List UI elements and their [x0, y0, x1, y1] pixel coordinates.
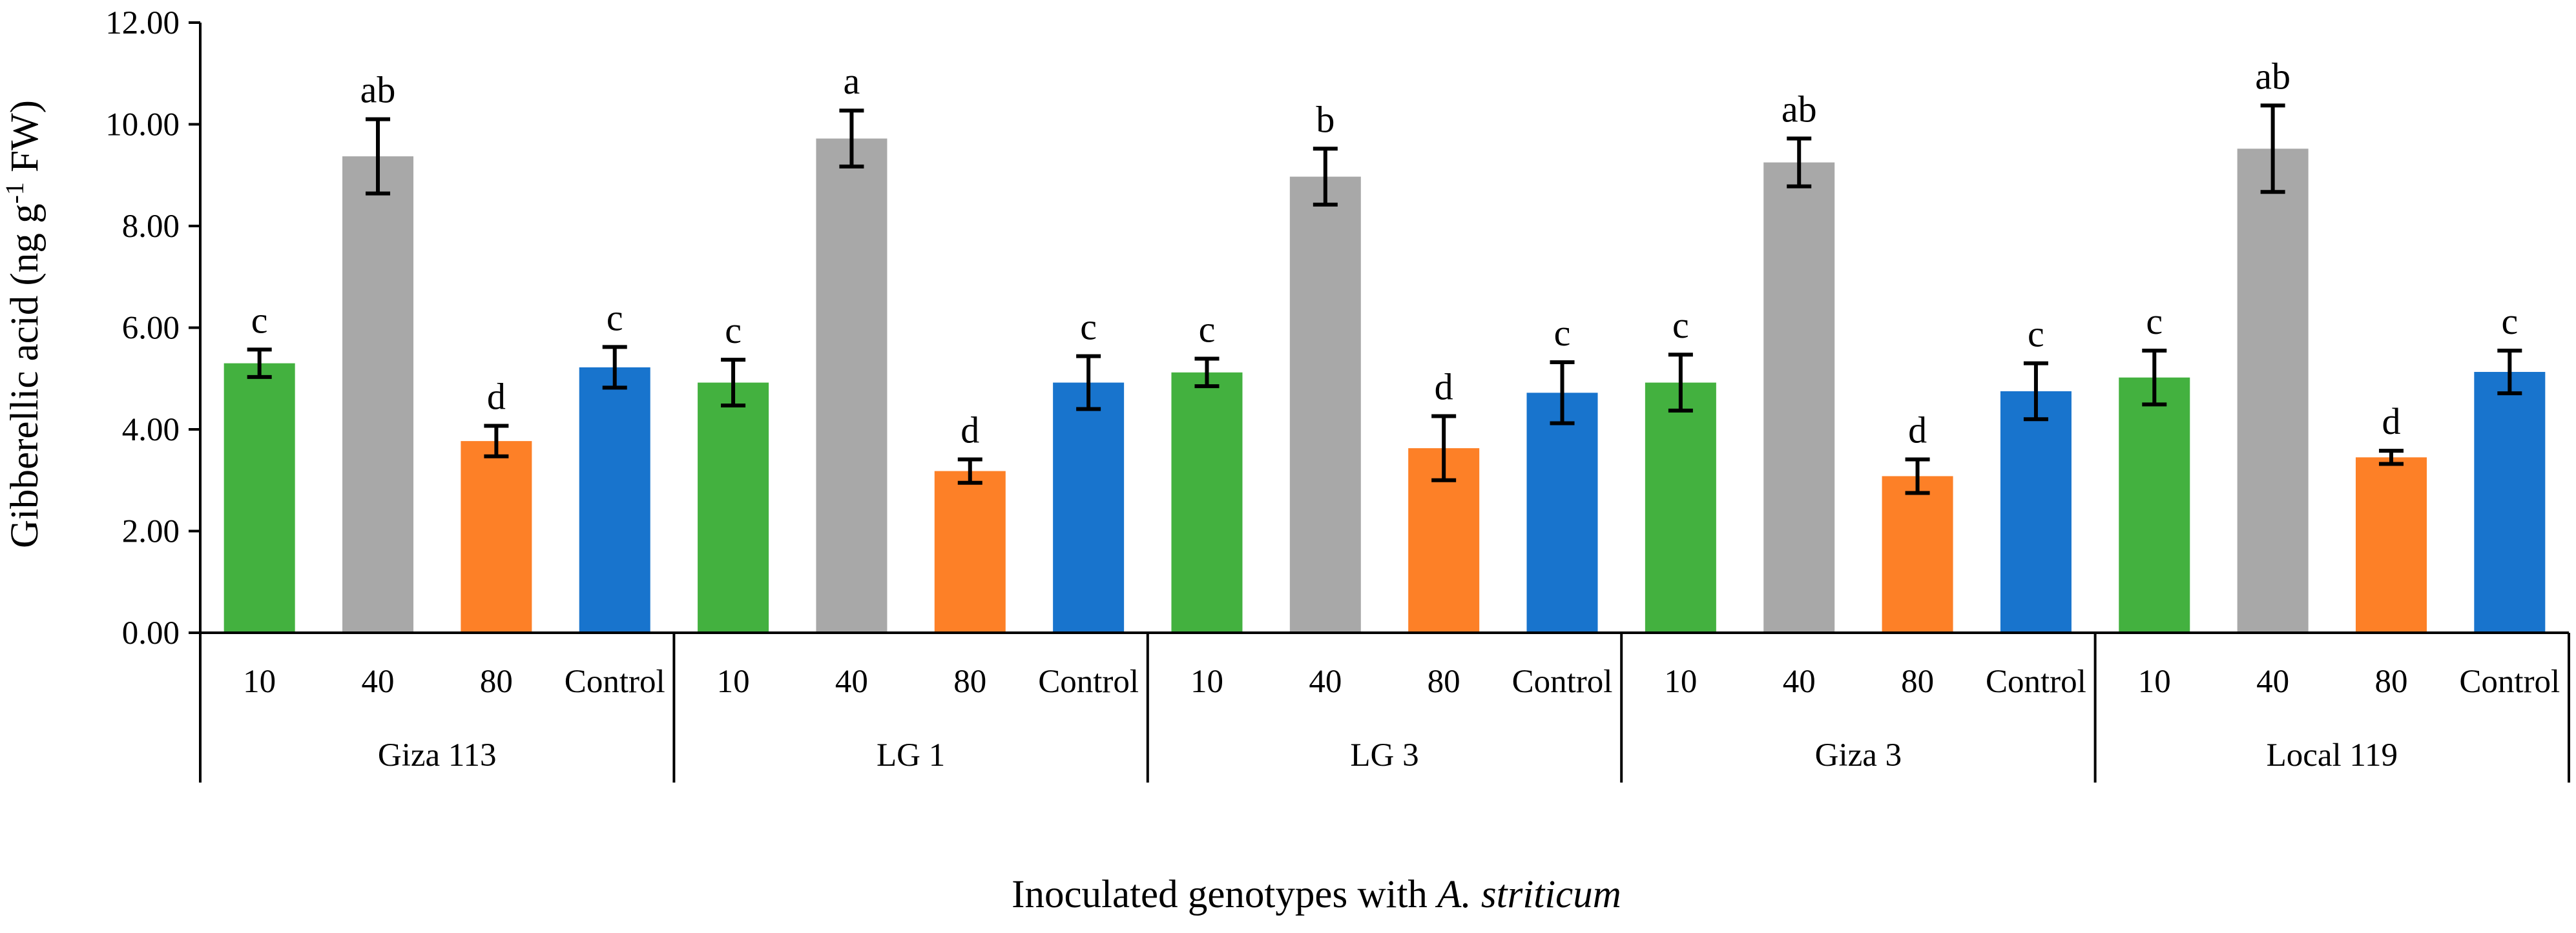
x-category-label: 40 — [2256, 664, 2289, 700]
x-category-label: 40 — [1783, 664, 1816, 700]
x-group-label: Local 119 — [2267, 737, 2398, 774]
x-category-label: 40 — [835, 664, 868, 700]
y-tick-label: 8.00 — [122, 209, 180, 245]
bars-layer — [223, 103, 2546, 633]
bar-lg-3-control — [1526, 393, 1598, 633]
x-category-label: 10 — [1664, 664, 1697, 700]
bar-local-119-40 — [2237, 149, 2309, 633]
x-category-label: 40 — [1309, 664, 1342, 700]
significance-letter: d — [1908, 409, 1927, 451]
significance-letter: ab — [2255, 55, 2290, 97]
bar-giza-113-40 — [342, 156, 414, 633]
x-category-label: Control — [1986, 664, 2086, 700]
axes-layer — [189, 21, 2570, 783]
bar-local-119-10 — [2119, 377, 2190, 633]
y-axis-title-superscript: -1 — [0, 182, 29, 203]
bar-giza-3-80 — [1882, 476, 1953, 633]
bar-lg-1-40 — [816, 138, 888, 633]
x-category-label: 80 — [2374, 664, 2407, 700]
y-axis-title: Gibberellic acid (ng g-1 FW) — [0, 100, 47, 548]
x-category-label: 10 — [1190, 664, 1223, 700]
significance-letter: c — [251, 299, 268, 341]
bar-lg-3-10 — [1171, 372, 1243, 633]
bar-giza-3-40 — [1763, 162, 1835, 633]
significance-letter: c — [1080, 306, 1097, 348]
significance-letter: d — [1435, 366, 1453, 408]
y-tick-label: 12.00 — [105, 5, 180, 41]
x-axis-title-italic: A. striticum — [1435, 873, 1621, 916]
bar-local-119-control — [2474, 372, 2546, 633]
bar-lg-1-80 — [934, 471, 1006, 633]
significance-letter: c — [2501, 300, 2518, 342]
bar-giza-113-control — [579, 367, 650, 633]
x-group-label: LG 3 — [1350, 737, 1418, 774]
significance-letter: ab — [360, 69, 396, 111]
significance-letter: d — [2382, 400, 2400, 442]
x-category-label: 80 — [1901, 664, 1934, 700]
bar-lg-3-40 — [1289, 176, 1361, 633]
y-axis-title-suffix: FW) — [3, 100, 47, 182]
significance-letter: d — [487, 375, 506, 417]
x-category-label: 40 — [362, 664, 395, 700]
significance-letter: c — [2028, 313, 2044, 355]
bar-giza-3-control — [2000, 391, 2072, 633]
significance-letter: ab — [1781, 88, 1817, 130]
x-group-label: LG 1 — [877, 737, 945, 774]
x-group-label: Giza 113 — [378, 737, 497, 774]
y-axis-title-prefix: Gibberellic acid (ng g — [3, 203, 47, 548]
significance-letter: d — [961, 409, 979, 451]
y-tick-label: 4.00 — [122, 412, 180, 448]
significance-letter: c — [725, 309, 742, 351]
x-category-label: Control — [1512, 664, 1613, 700]
x-category-label: 80 — [1428, 664, 1460, 700]
bar-lg-1-10 — [698, 382, 769, 633]
bar-local-119-80 — [2355, 457, 2427, 633]
significance-letter: c — [1199, 309, 1216, 351]
significance-letter: b — [1316, 98, 1335, 140]
x-axis-title: Inoculated genotypes with A. striticum — [1012, 873, 1621, 916]
x-category-label: 80 — [480, 664, 513, 700]
y-tick-label: 10.00 — [105, 107, 180, 143]
x-category-label: 10 — [243, 664, 276, 700]
bar-giza-113-10 — [223, 363, 295, 633]
x-category-label: Control — [1038, 664, 1139, 700]
x-group-label: Giza 3 — [1815, 737, 1902, 774]
significance-letter: c — [1672, 304, 1689, 346]
x-category-label: 10 — [2138, 664, 2171, 700]
x-category-label: Control — [2459, 664, 2560, 700]
x-category-label: 10 — [717, 664, 750, 700]
significance-letter: c — [2146, 300, 2163, 342]
x-axis-title-prefix: Inoculated genotypes with — [1012, 873, 1437, 916]
significance-letter: c — [1554, 312, 1571, 354]
significance-letter: c — [607, 296, 623, 338]
bar-giza-113-80 — [461, 441, 532, 633]
y-tick-label: 0.00 — [122, 615, 180, 651]
labels-layer: 0.002.004.006.008.0010.0012.00c10ab40d80… — [105, 5, 2560, 774]
y-tick-label: 6.00 — [122, 311, 180, 347]
bar-giza-3-10 — [1645, 382, 1716, 633]
bar-lg-1-control — [1053, 382, 1125, 633]
significance-letter: a — [844, 60, 860, 102]
x-category-label: 80 — [953, 664, 986, 700]
y-tick-label: 2.00 — [122, 514, 180, 550]
x-category-label: Control — [565, 664, 665, 700]
